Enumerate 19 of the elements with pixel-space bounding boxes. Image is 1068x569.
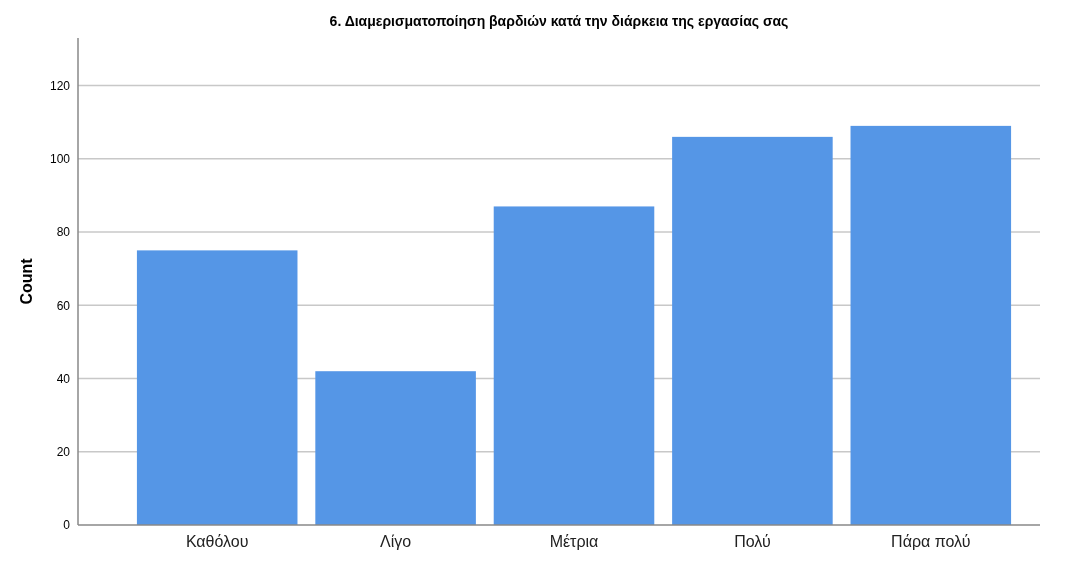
x-tick-label: Πάρα πολύ — [891, 533, 971, 550]
y-tick-label: 40 — [56, 371, 71, 386]
y-tick-label: 100 — [49, 152, 71, 167]
x-tick-label: Πολύ — [734, 533, 771, 550]
y-tick-label: 0 — [63, 518, 71, 533]
y-tick-label: 120 — [49, 78, 71, 93]
chart-title: 6. Διαμερισματοποίηση βαρδιών κατά την διάρκεια της εργασίας σας — [329, 13, 789, 29]
x-tick-label: Καθόλου — [185, 533, 249, 550]
y-tick-label: 60 — [56, 298, 71, 313]
y-axis-title: Count — [18, 257, 35, 305]
bar — [493, 206, 655, 525]
bar — [315, 371, 476, 525]
x-tick-label: Μέτρια — [549, 533, 599, 550]
x-tick-label: Λίγο — [380, 533, 412, 550]
y-tick-label: 20 — [56, 444, 71, 459]
y-tick-label: 80 — [56, 225, 71, 240]
bar — [136, 250, 298, 525]
bar — [672, 136, 833, 525]
bar — [850, 125, 1012, 525]
